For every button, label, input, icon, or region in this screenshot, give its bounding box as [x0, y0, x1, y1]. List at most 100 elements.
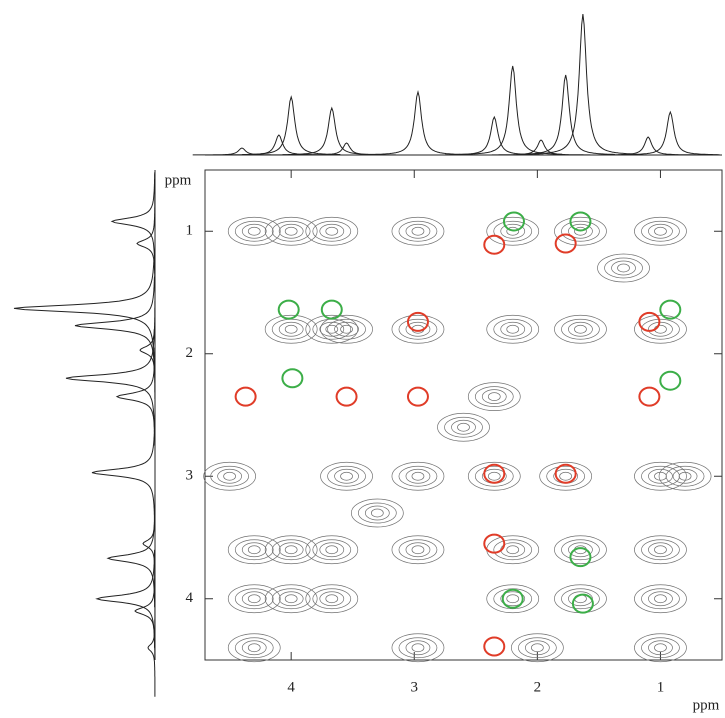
marker-circle: [277, 299, 300, 320]
contour: [278, 542, 304, 558]
marker-circle: [659, 299, 682, 320]
contour: [493, 539, 533, 561]
contour: [481, 468, 507, 484]
contour: [493, 220, 533, 242]
contour: [223, 471, 236, 481]
contour: [203, 461, 256, 491]
contour: [411, 471, 425, 481]
contour: [561, 539, 600, 561]
contour: [398, 539, 438, 561]
contour: [340, 471, 353, 481]
contour: [327, 318, 366, 340]
contour: [611, 260, 636, 276]
marker-circle: [638, 311, 661, 332]
marker-circle: [406, 311, 429, 332]
marker-circle: [406, 386, 429, 407]
marker-circle: [659, 370, 682, 391]
contour: [568, 321, 593, 337]
contour: [327, 465, 366, 487]
left-projection-peak: [134, 562, 156, 660]
marker-circle: [569, 547, 592, 568]
top-projection-peak: [297, 142, 396, 156]
contour: [634, 633, 687, 663]
y-tick-label: 4: [186, 590, 194, 606]
contour: [568, 223, 593, 239]
contour: [617, 263, 630, 273]
contour: [654, 226, 667, 236]
contour: [334, 321, 359, 337]
contour: [559, 471, 573, 481]
contour: [672, 468, 698, 484]
contour: [474, 386, 514, 407]
contour: [634, 314, 687, 344]
contour: [264, 535, 318, 565]
contour: [398, 220, 438, 242]
contour: [467, 461, 521, 491]
left-projection-peak: [136, 194, 156, 293]
marker-circle: [483, 234, 506, 255]
contour: [411, 545, 425, 555]
top-projection-peak: [491, 139, 591, 156]
contour: [284, 226, 298, 236]
top-projection-peak: [368, 90, 468, 155]
contour: [500, 223, 526, 239]
y-tick-label: 3: [186, 468, 194, 484]
left-projection-peak: [106, 509, 156, 608]
contour: [227, 216, 281, 246]
marker-circle: [638, 386, 661, 407]
contour: [271, 588, 311, 610]
y-axis-label: ppm: [165, 172, 192, 188]
contour: [568, 542, 593, 558]
contour: [391, 535, 445, 565]
contour: [641, 539, 680, 561]
contour: [641, 465, 680, 487]
left-projection-peak: [110, 172, 156, 271]
contour: [574, 226, 587, 236]
contour: [305, 314, 359, 344]
contour: [405, 640, 431, 656]
contour: [654, 643, 667, 653]
top-projection-peak: [229, 134, 329, 156]
contour: [634, 461, 687, 491]
contour: [634, 535, 687, 565]
contour: [604, 257, 643, 279]
top-projection-peak: [598, 136, 698, 156]
contour: [561, 588, 600, 610]
contour: [457, 422, 470, 432]
marker-circle: [483, 533, 506, 554]
marker-circle: [234, 386, 257, 407]
contour: [241, 223, 267, 239]
left-projection-peak: [95, 549, 156, 648]
contour: [312, 539, 352, 561]
contour: [648, 640, 673, 656]
contour: [554, 216, 607, 246]
contour: [320, 314, 373, 344]
contour: [398, 465, 438, 487]
marker-circle: [502, 211, 525, 232]
y-tick-label: 2: [186, 345, 194, 361]
contour: [648, 542, 673, 558]
contour: [546, 465, 586, 487]
contour: [654, 471, 667, 481]
contour: [451, 419, 476, 435]
contour: [264, 314, 318, 344]
contour: [320, 461, 373, 491]
contour: [247, 643, 261, 653]
left-projection-peak: [13, 259, 155, 358]
contour: [467, 382, 521, 411]
contour: [391, 633, 445, 663]
marker-circle: [320, 299, 343, 320]
contour: [284, 324, 298, 334]
marker-circle: [501, 588, 524, 609]
top-projection-peak: [533, 13, 633, 155]
contour: [658, 461, 712, 491]
y-tick-label: 1: [186, 223, 194, 239]
contour: [241, 542, 267, 558]
contour: [648, 591, 673, 607]
contour: [325, 594, 339, 604]
contour: [319, 321, 345, 337]
contour: [325, 324, 339, 334]
contour: [641, 220, 680, 242]
top-projection-peak: [192, 147, 292, 156]
